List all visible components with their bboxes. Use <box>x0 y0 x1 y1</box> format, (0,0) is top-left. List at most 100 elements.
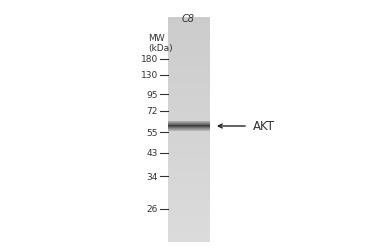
Bar <box>168 47 210 49</box>
Bar <box>168 127 210 129</box>
Bar <box>168 74 210 75</box>
Bar <box>168 106 210 108</box>
Bar <box>168 38 210 40</box>
Bar <box>168 141 210 142</box>
Bar <box>168 126 210 127</box>
Bar <box>168 103 210 105</box>
Bar <box>168 38 210 39</box>
Bar <box>168 123 210 125</box>
Bar <box>168 101 210 102</box>
Bar <box>168 223 210 224</box>
Bar <box>168 123 210 124</box>
Bar <box>168 41 210 43</box>
Bar <box>168 31 210 32</box>
Bar <box>168 133 210 135</box>
Bar <box>168 76 210 78</box>
Bar <box>168 47 210 48</box>
Bar <box>168 43 210 44</box>
Bar <box>168 216 210 217</box>
Bar <box>168 33 210 34</box>
Bar <box>168 211 210 212</box>
Bar <box>168 168 210 169</box>
Bar <box>168 132 210 133</box>
Bar <box>168 239 210 240</box>
Bar <box>168 165 210 166</box>
Bar <box>168 186 210 187</box>
Bar <box>168 113 210 114</box>
Bar <box>168 204 210 205</box>
Bar <box>168 126 210 127</box>
Bar <box>168 192 210 193</box>
Bar <box>168 72 210 73</box>
Bar <box>168 88 210 89</box>
Bar <box>168 125 210 126</box>
Bar <box>168 74 210 75</box>
Bar <box>168 226 210 227</box>
Bar <box>168 51 210 52</box>
Bar <box>168 88 210 90</box>
Bar <box>168 41 210 42</box>
Bar <box>168 55 210 57</box>
Bar <box>168 109 210 110</box>
Bar <box>168 117 210 119</box>
Bar <box>168 208 210 209</box>
Bar <box>168 122 210 123</box>
Bar <box>168 68 210 70</box>
Bar <box>168 230 210 232</box>
Bar <box>168 91 210 93</box>
Bar <box>168 122 210 123</box>
Bar <box>168 46 210 47</box>
Bar <box>168 159 210 160</box>
Bar <box>168 185 210 187</box>
Text: 95: 95 <box>147 90 158 99</box>
Bar <box>168 147 210 148</box>
Bar <box>168 65 210 67</box>
Bar <box>168 50 210 51</box>
Bar <box>168 145 210 146</box>
Bar <box>168 96 210 97</box>
Bar <box>168 206 210 208</box>
Bar <box>168 198 210 200</box>
Bar <box>168 136 210 137</box>
Bar <box>168 75 210 76</box>
Text: 72: 72 <box>147 107 158 116</box>
Bar <box>168 54 210 55</box>
Bar <box>168 82 210 84</box>
Bar <box>168 104 210 105</box>
Bar <box>168 178 210 179</box>
Bar <box>168 219 210 220</box>
Bar <box>168 21 210 22</box>
Bar <box>168 207 210 208</box>
Bar <box>168 169 210 170</box>
Bar <box>168 85 210 87</box>
Bar <box>168 115 210 116</box>
Bar <box>168 224 210 226</box>
Bar <box>168 126 210 127</box>
Bar <box>168 161 210 162</box>
Bar <box>168 121 210 122</box>
Bar <box>168 61 210 62</box>
Bar <box>168 197 210 198</box>
Bar <box>168 171 210 172</box>
Bar <box>168 128 210 129</box>
Text: MW
(kDa): MW (kDa) <box>148 34 172 53</box>
Bar <box>168 172 210 173</box>
Bar <box>168 218 210 220</box>
Bar <box>168 60 210 61</box>
Bar <box>168 176 210 177</box>
Bar <box>168 229 210 230</box>
Bar <box>168 115 210 116</box>
Bar <box>168 153 210 155</box>
Bar <box>168 135 210 136</box>
Bar <box>168 142 210 143</box>
Bar <box>168 42 210 43</box>
Bar <box>168 182 210 183</box>
Bar <box>168 28 210 29</box>
Bar <box>168 40 210 41</box>
Bar <box>168 130 210 132</box>
Bar <box>168 71 210 72</box>
Bar <box>168 177 210 178</box>
Bar <box>168 198 210 199</box>
Bar <box>168 136 210 137</box>
Bar <box>168 122 210 123</box>
